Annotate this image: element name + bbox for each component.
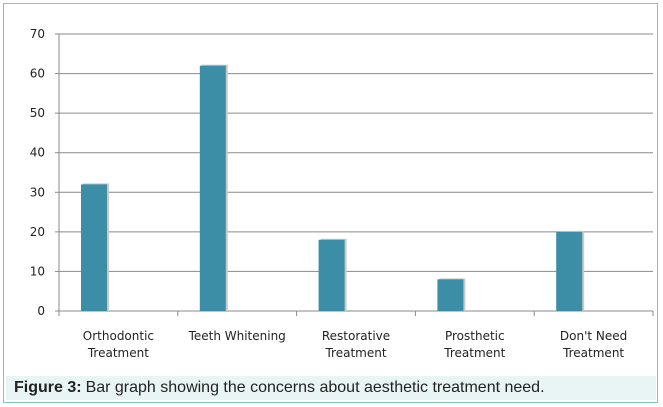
x-category-label: Don't Need [560,329,627,343]
x-category-label: Treatment [324,346,386,360]
x-category-label: Prosthetic [445,329,505,343]
x-category-label: Teeth Whitening [188,329,286,343]
figure-caption: Figure 3: Bar graph showing the concerns… [6,376,656,400]
bar-chart: 0 10 20 30 40 50 60 70 Orthodontic Treatment Teeth… [30,27,654,360]
axes [55,33,654,316]
x-category-label: Treatment [562,346,624,360]
bar [556,231,583,311]
y-tick-label: 50 [30,106,45,120]
y-tick-label: 0 [37,304,45,318]
bar [81,184,107,311]
x-category-label: Restorative [322,329,390,343]
bar [318,239,345,311]
y-tick-label: 20 [30,225,45,239]
bar [199,65,226,312]
bars [81,64,585,312]
figure-frame [3,3,658,403]
labels: 0 10 20 30 40 50 60 70 Orthodontic Treatment Teeth… [30,27,628,360]
y-tick-label: 60 [30,67,45,81]
x-category-label: Treatment [87,346,149,360]
bar [437,279,464,311]
gridlines [59,33,653,272]
x-category-label: Treatment [443,346,505,360]
x-category-label: Orthodontic [83,329,154,343]
caption-label: Figure 3: [14,379,82,396]
y-tick-label: 70 [30,27,45,41]
caption-text: Bar graph showing the concerns about aes… [85,379,545,396]
y-tick-label: 10 [30,264,45,278]
y-tick-label: 30 [30,185,45,199]
y-tick-label: 40 [30,146,45,160]
